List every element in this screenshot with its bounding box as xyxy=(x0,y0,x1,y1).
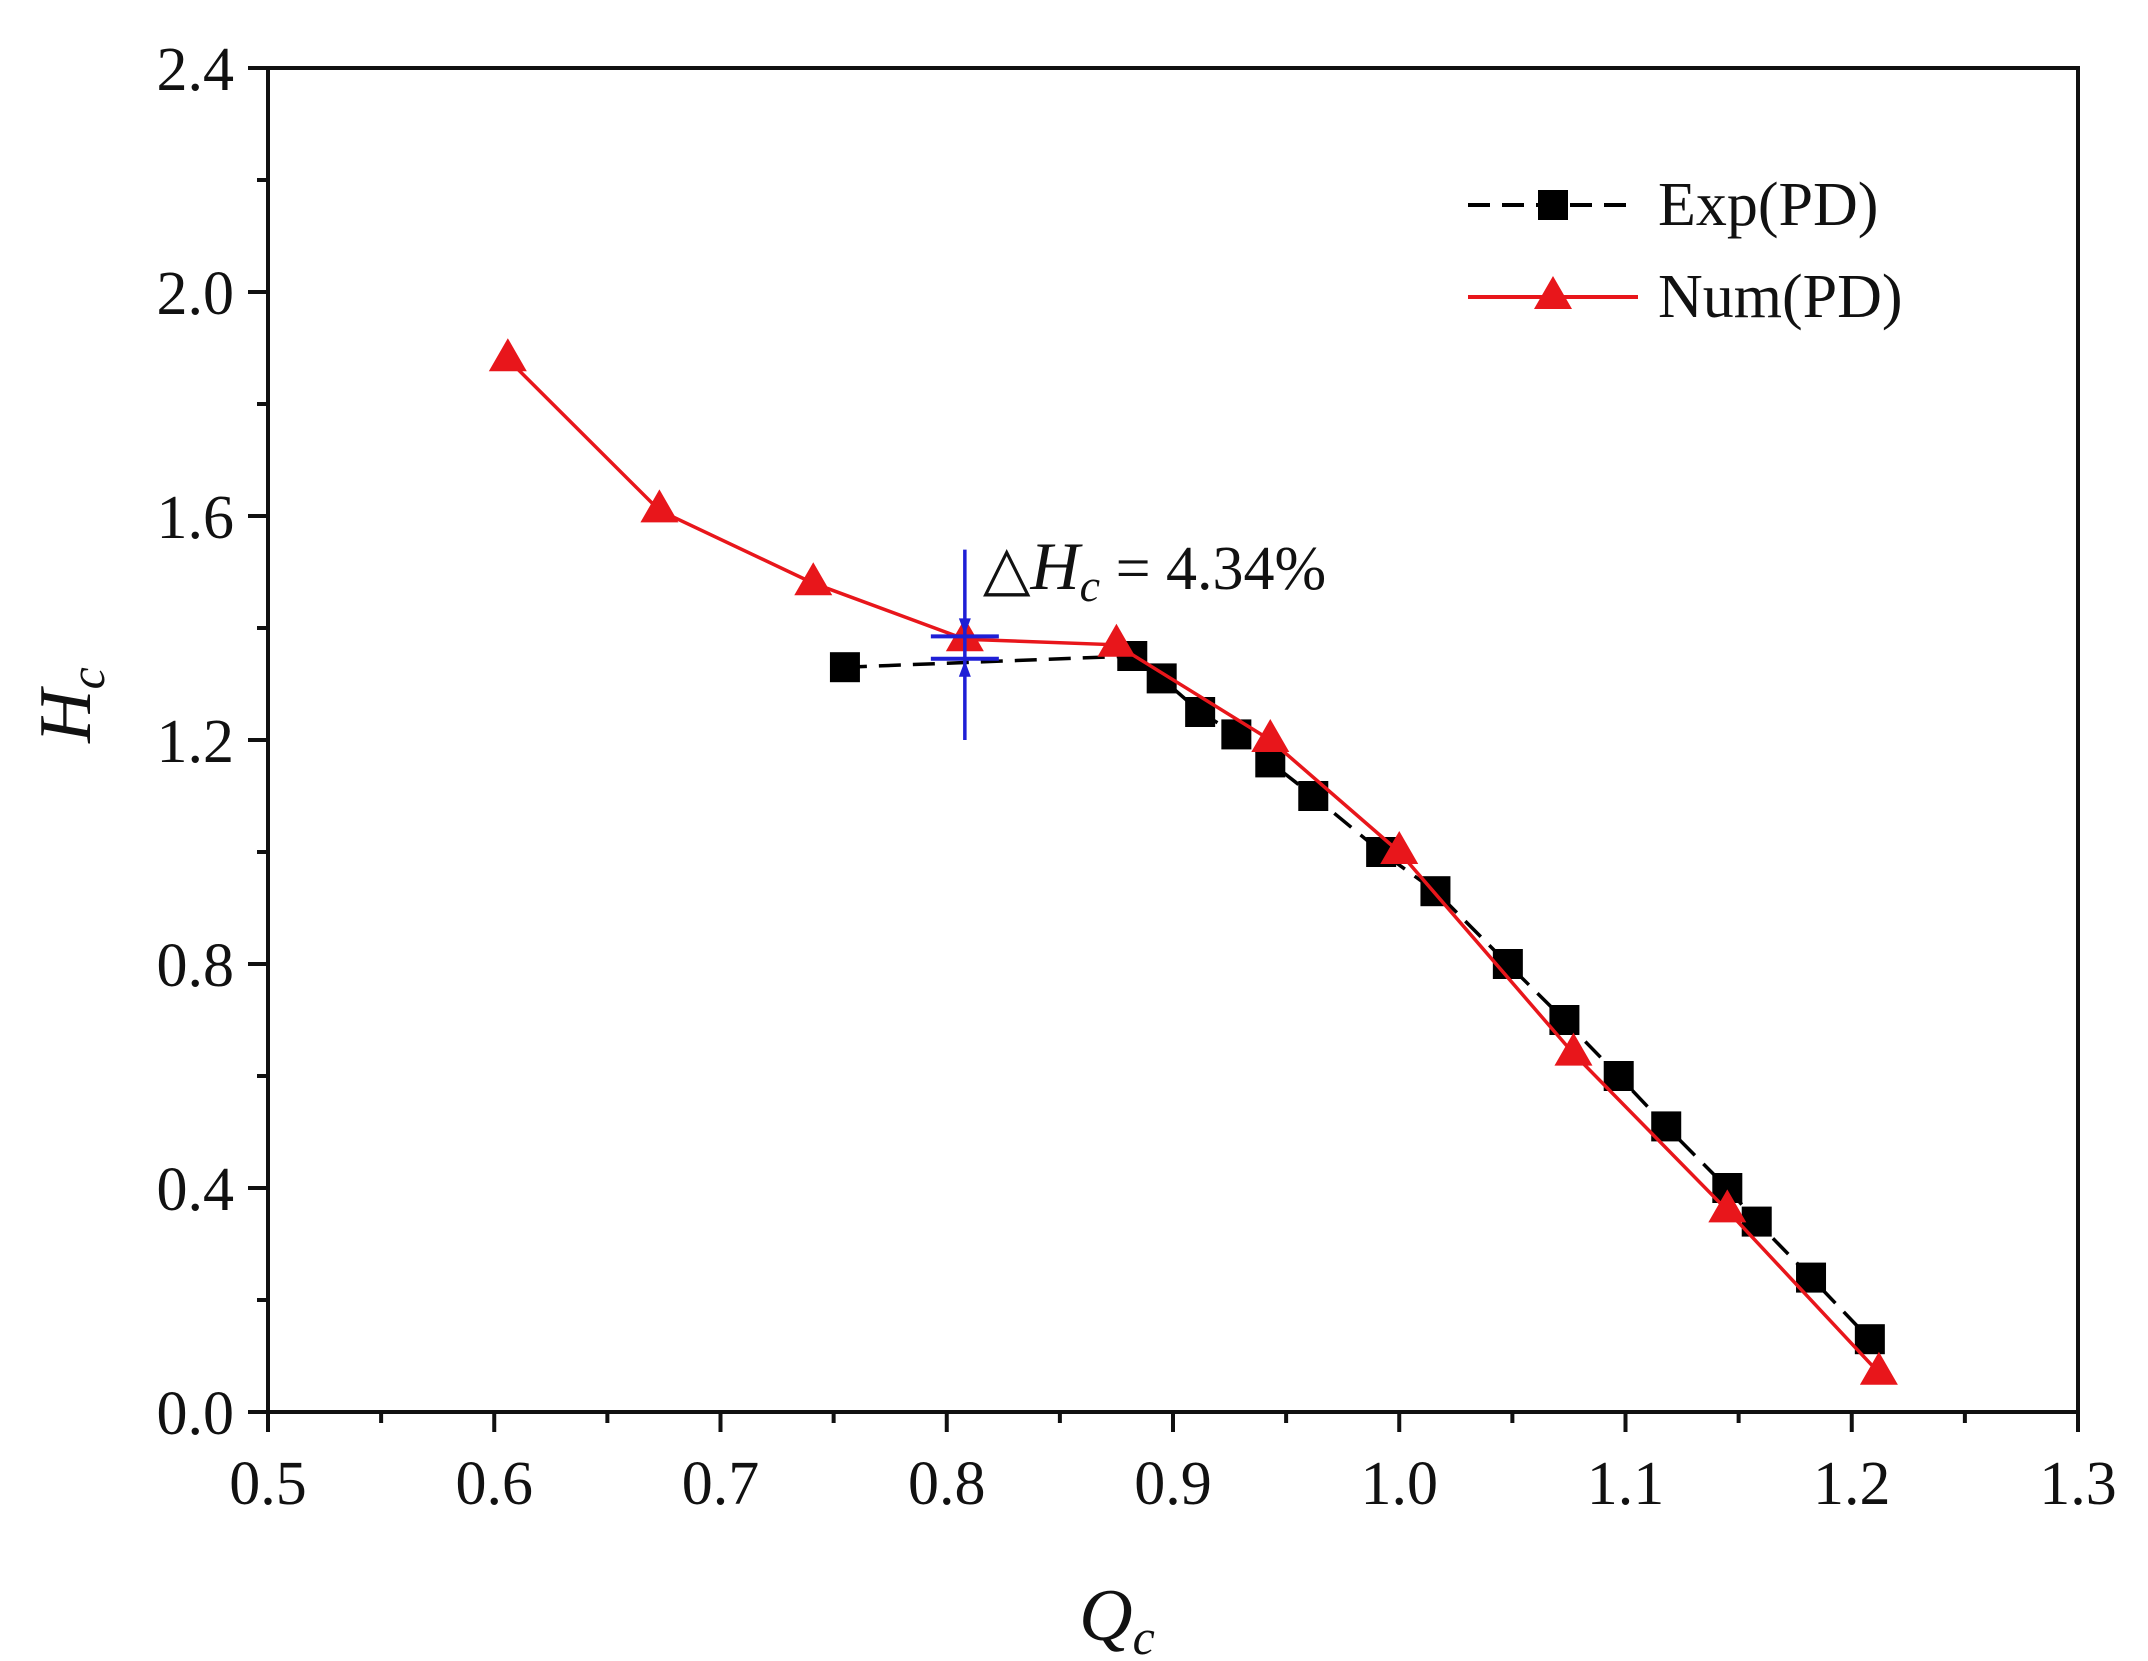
y-axis: 0.0 0.4 0.8 1.2 1.6 2.0 2.4 xyxy=(157,36,268,1448)
x-tick-label: 1.2 xyxy=(1813,1450,1891,1518)
annotation-layer: △Hc = 4.34% xyxy=(930,528,1326,740)
data-point xyxy=(640,489,679,523)
y-axis-title-sub: c xyxy=(59,667,115,689)
legend: Exp(PD) Num(PD) xyxy=(1468,171,1903,331)
error-bar-upper-arrow xyxy=(958,618,971,635)
series-layer xyxy=(488,338,1898,1385)
y-tick-label: 0.8 xyxy=(157,932,235,1000)
x-tick-label: 1.3 xyxy=(2039,1450,2117,1518)
legend-num-marker xyxy=(1534,276,1572,309)
annotation-h-symbol: H xyxy=(1030,528,1084,604)
data-point xyxy=(829,652,860,683)
y-axis-title: Hc xyxy=(25,667,115,744)
data-point xyxy=(488,338,527,372)
delta-symbol: △ xyxy=(983,535,1031,603)
data-point xyxy=(1854,1324,1885,1355)
x-axis-title-sub: c xyxy=(1133,1609,1155,1661)
series-line xyxy=(844,654,1872,1341)
annotation-subscript: c xyxy=(1080,560,1100,611)
x-tick-label: 0.5 xyxy=(229,1450,307,1518)
y-tick-label: 0.0 xyxy=(157,1380,235,1448)
error-bar-lower-arrow xyxy=(958,660,971,677)
x-tick-label: 0.8 xyxy=(908,1450,986,1518)
x-tick-label: 0.7 xyxy=(682,1450,760,1518)
data-point xyxy=(1708,1189,1747,1223)
annotation-value: = 4.34% xyxy=(1100,535,1326,603)
legend-exp-label: Exp(PD) xyxy=(1658,171,1878,239)
series-num xyxy=(488,338,1898,1385)
x-axis-title: Qc xyxy=(1079,1575,1155,1661)
y-tick-label: 1.2 xyxy=(157,708,235,776)
data-point xyxy=(1603,1061,1634,1091)
data-point xyxy=(1251,719,1290,752)
series-exp xyxy=(829,641,1885,1355)
data-point xyxy=(1380,831,1419,864)
y-axis-title-main: H xyxy=(25,686,107,744)
data-point xyxy=(794,562,833,596)
y-tick-label: 0.4 xyxy=(157,1156,235,1224)
legend-exp-marker xyxy=(1538,190,1568,220)
data-point xyxy=(1554,1032,1593,1066)
x-axis-title-main: Q xyxy=(1079,1575,1132,1657)
y-tick-label: 2.4 xyxy=(157,36,235,104)
y-tick-label: 1.6 xyxy=(157,484,235,552)
data-point xyxy=(1255,747,1286,778)
x-axis: 0.5 0.6 0.7 0.8 0.9 1.0 1.1 1.2 1.3 xyxy=(229,1412,2117,1518)
legend-num-label: Num(PD) xyxy=(1658,263,1903,331)
x-tick-label: 0.9 xyxy=(1134,1450,1212,1518)
x-tick-label: 0.6 xyxy=(456,1450,534,1518)
data-point xyxy=(1859,1351,1898,1385)
delta-h-annotation: △Hc = 4.34% xyxy=(983,528,1326,611)
x-tick-label: 1.0 xyxy=(1361,1450,1439,1518)
y-tick-label: 2.0 xyxy=(157,260,235,328)
data-point xyxy=(1097,623,1136,657)
x-tick-label: 1.1 xyxy=(1587,1450,1665,1518)
series-line xyxy=(506,357,1881,1374)
